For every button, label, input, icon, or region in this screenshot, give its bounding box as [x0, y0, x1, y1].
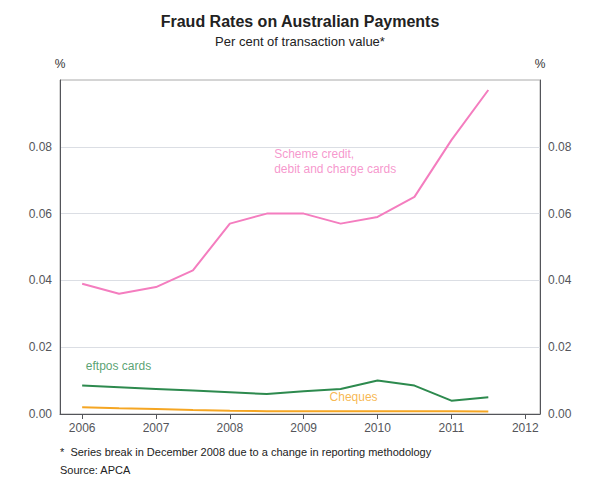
svg-text:debit and charge cards: debit and charge cards — [274, 162, 396, 176]
svg-text:0.00: 0.00 — [29, 407, 53, 421]
svg-text:0.08: 0.08 — [548, 140, 572, 154]
svg-text:0.04: 0.04 — [29, 273, 53, 287]
svg-text:0.06: 0.06 — [548, 207, 572, 221]
svg-text:0.08: 0.08 — [29, 140, 53, 154]
svg-text:Cheques: Cheques — [330, 390, 378, 404]
svg-text:eftpos cards: eftpos cards — [86, 359, 151, 373]
svg-text:%: % — [55, 57, 66, 71]
svg-text:0.00: 0.00 — [548, 407, 572, 421]
svg-text:Per cent of transaction value*: Per cent of transaction value* — [215, 34, 385, 49]
svg-text:2012: 2012 — [512, 421, 539, 435]
svg-text:%: % — [535, 57, 546, 71]
svg-text:Fraud Rates on Australian Paym: Fraud Rates on Australian Payments — [161, 13, 440, 30]
svg-text:0.02: 0.02 — [548, 340, 572, 354]
svg-text:0.02: 0.02 — [29, 340, 53, 354]
svg-text:2010: 2010 — [364, 421, 391, 435]
svg-text:2006: 2006 — [69, 421, 96, 435]
svg-text:* Series break in December 20: * Series break in December 2008 due to a… — [60, 446, 432, 458]
svg-text:Source: APCA: Source: APCA — [60, 464, 131, 476]
svg-text:2008: 2008 — [216, 421, 243, 435]
svg-text:Scheme credit,: Scheme credit, — [274, 147, 354, 161]
svg-text:0.04: 0.04 — [548, 273, 572, 287]
svg-text:0.06: 0.06 — [29, 207, 53, 221]
svg-text:2009: 2009 — [290, 421, 317, 435]
svg-text:2007: 2007 — [143, 421, 170, 435]
svg-text:2011: 2011 — [438, 421, 464, 435]
